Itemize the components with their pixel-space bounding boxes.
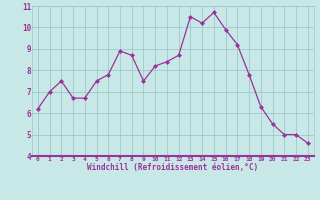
X-axis label: Windchill (Refroidissement éolien,°C): Windchill (Refroidissement éolien,°C) (87, 163, 258, 172)
